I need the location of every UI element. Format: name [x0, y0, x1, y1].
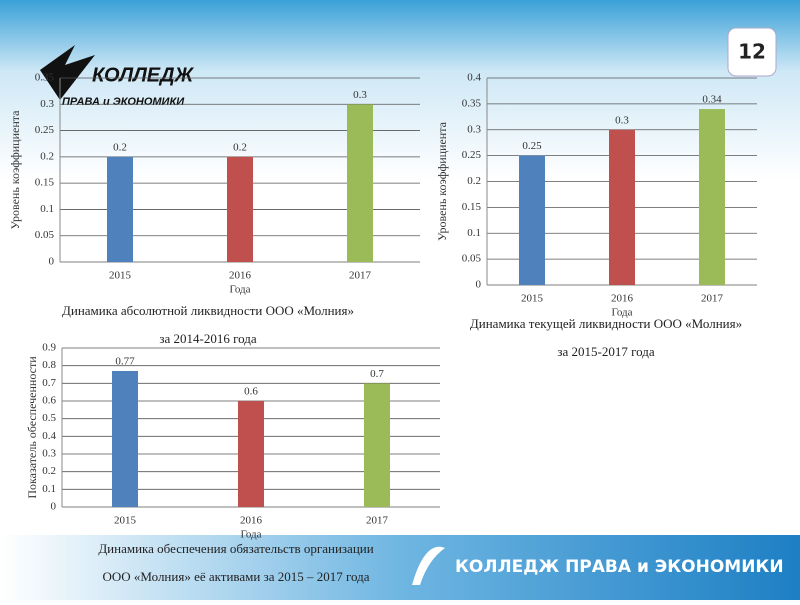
- x-tick-label: 2016: [611, 293, 634, 305]
- y-tick-label: 0.25: [35, 124, 55, 136]
- y-tick-label: 0.3: [467, 123, 481, 135]
- bar: [107, 156, 133, 262]
- y-tick-label: 0: [51, 501, 57, 513]
- chart-caption: Динамика обеспечения обязательств органи…: [98, 541, 373, 556]
- bar: [519, 155, 545, 285]
- y-tick-label: 0.4: [42, 430, 56, 442]
- x-axis-label: Года: [240, 529, 261, 541]
- bar: [364, 383, 390, 507]
- x-axis-label: Года: [611, 307, 632, 319]
- data-label: 0.6: [244, 386, 258, 398]
- x-axis-label: Года: [229, 284, 250, 296]
- y-tick-label: 0.3: [42, 448, 56, 460]
- bar: [227, 156, 253, 262]
- logo-subtitle: ПРАВА и ЭКОНОМИКИ: [62, 96, 185, 108]
- footer-logo-icon: [412, 546, 445, 585]
- data-label: 0.25: [522, 140, 542, 152]
- data-label: 0.34: [702, 94, 722, 106]
- bar: [699, 109, 725, 285]
- y-tick-label: 0.2: [40, 150, 54, 162]
- x-tick-label: 2017: [366, 515, 389, 527]
- y-tick-label: 0.9: [42, 342, 56, 354]
- bar: [112, 370, 138, 507]
- x-tick-label: 2017: [701, 293, 724, 305]
- chart-caption: ООО «Молния» её активами за 2015 – 2017 …: [102, 569, 369, 584]
- data-label: 0.3: [353, 89, 367, 101]
- y-tick-label: 0.15: [462, 201, 482, 213]
- bar: [609, 129, 635, 285]
- y-tick-label: 0.2: [467, 175, 481, 187]
- x-tick-label: 2015: [114, 515, 137, 527]
- x-tick-label: 2017: [349, 270, 372, 282]
- chart-caption: Динамика абсолютной ликвидности ООО «Мол…: [62, 303, 354, 318]
- data-label: 0.3: [615, 114, 629, 126]
- y-tick-label: 0.35: [462, 97, 482, 109]
- y-tick-label: 0.15: [35, 177, 55, 189]
- y-tick-label: 0.7: [42, 377, 56, 389]
- y-tick-label: 0.4: [467, 72, 481, 84]
- y-tick-label: 0.1: [40, 203, 54, 215]
- y-tick-label: 0.35: [35, 72, 55, 84]
- footer-band: [0, 535, 800, 600]
- data-label: 0.7: [370, 368, 384, 380]
- y-tick-label: 0: [476, 279, 482, 291]
- y-tick-label: 0.2: [42, 465, 56, 477]
- chart-caption: Динамика текущей ликвидности ООО «Молния…: [470, 316, 742, 331]
- y-tick-label: 0.25: [462, 149, 482, 161]
- page-number: 12: [738, 40, 766, 64]
- data-label: 0.2: [113, 141, 127, 153]
- y-tick-label: 0.1: [42, 483, 56, 495]
- y-tick-label: 0.6: [42, 395, 56, 407]
- y-tick-label: 0.8: [42, 359, 56, 371]
- y-tick-label: 0: [49, 256, 55, 268]
- y-axis-label: Уровень коэффициента: [435, 121, 449, 241]
- x-tick-label: 2015: [521, 293, 544, 305]
- x-tick-label: 2015: [109, 270, 132, 282]
- bar: [238, 401, 264, 507]
- logo-title: КОЛЛЕДЖ: [92, 64, 195, 86]
- y-axis-label: Показатель обеспеченности: [25, 356, 39, 499]
- y-tick-label: 0.3: [40, 98, 54, 110]
- data-label: 0.2: [233, 141, 247, 153]
- x-tick-label: 2016: [229, 270, 252, 282]
- data-label: 0.77: [115, 355, 135, 367]
- y-tick-label: 0.05: [35, 229, 55, 241]
- page-number-box: [727, 27, 777, 77]
- chart-caption: за 2014-2016 года: [159, 331, 256, 346]
- logo-icon: [40, 45, 95, 100]
- footer-brand: КОЛЛЕДЖ ПРАВА и ЭКОНОМИКИ: [455, 557, 784, 577]
- y-tick-label: 0.1: [467, 227, 481, 239]
- y-tick-label: 0.05: [462, 253, 482, 265]
- y-axis-label: Уровень коэффициента: [8, 110, 22, 230]
- chart-caption: за 2015-2017 года: [557, 344, 654, 359]
- x-tick-label: 2016: [240, 515, 263, 527]
- bar: [347, 104, 373, 263]
- y-tick-label: 0.5: [42, 412, 56, 424]
